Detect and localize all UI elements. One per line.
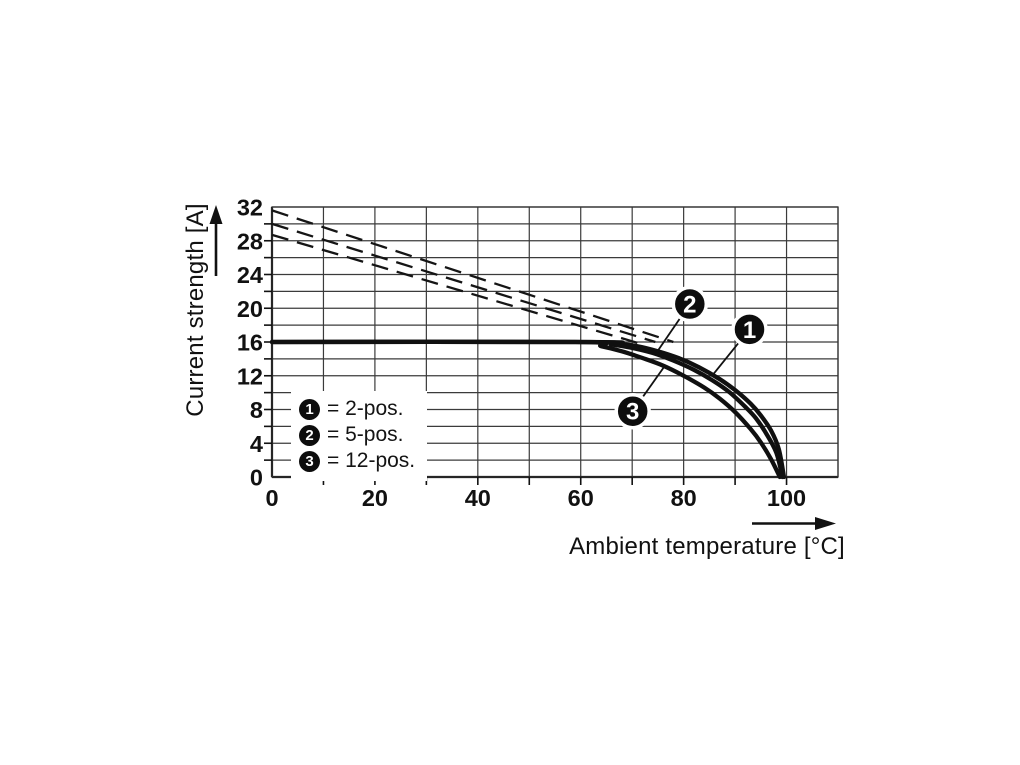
legend-label-2pos: = 2-pos. [327,397,404,420]
x-tick-label: 80 [671,485,697,511]
y-tick-label: 28 [237,228,263,254]
legend-item-2pos: 1 = 2-pos. [299,396,415,422]
y-tick-label: 32 [237,195,263,221]
y-axis-up-arrow-icon [209,205,223,276]
x-tick-label: 20 [362,485,388,511]
y-axis-title: Current strength [A] [182,203,209,417]
dashed-curve-1 [271,209,674,344]
y-tick-label: 16 [237,330,263,356]
x-axis-title: Ambient temperature [°C] [569,533,845,560]
legend-marker-3-icon: 3 [299,450,320,472]
callout-number-2: 2 [683,292,696,319]
callout-bubble-2 [671,285,709,323]
x-tick-label: 40 [465,485,491,511]
dashed-curve-2 [271,222,656,344]
x-tick-label: 60 [568,485,594,511]
callout-number-3: 3 [626,399,639,426]
y-tick-label: 24 [237,262,263,288]
x-axis-right-arrow-icon [752,517,836,530]
y-tick-label: 0 [250,465,263,491]
y-tick-label: 8 [250,397,263,423]
y-tick-label: 20 [237,296,263,322]
x-tick-label: 0 [265,485,278,511]
callout-bubble-1 [731,311,768,348]
legend-marker-2-icon: 2 [299,424,320,446]
callout-number-1: 1 [743,317,756,344]
y-tick-label: 4 [250,431,263,457]
x-tick-label: 100 [767,485,806,511]
legend-marker-1-icon: 1 [299,398,320,420]
solid-curve-3 [269,339,783,480]
legend-label-5pos: = 5-pos. [327,423,404,446]
solid-curve-2 [269,339,785,480]
legend-item-12pos: 3 = 12-pos. [299,448,415,474]
dashed-curve-3 [271,233,638,344]
legend-item-5pos: 2 = 5-pos. [299,422,415,448]
callout-bubble-3 [614,392,651,430]
y-tick-label: 12 [237,363,263,389]
legend-label-12pos: = 12-pos. [327,449,416,472]
legend: 1 = 2-pos. 2 = 5-pos. 3 = 12-pos. [291,391,428,481]
